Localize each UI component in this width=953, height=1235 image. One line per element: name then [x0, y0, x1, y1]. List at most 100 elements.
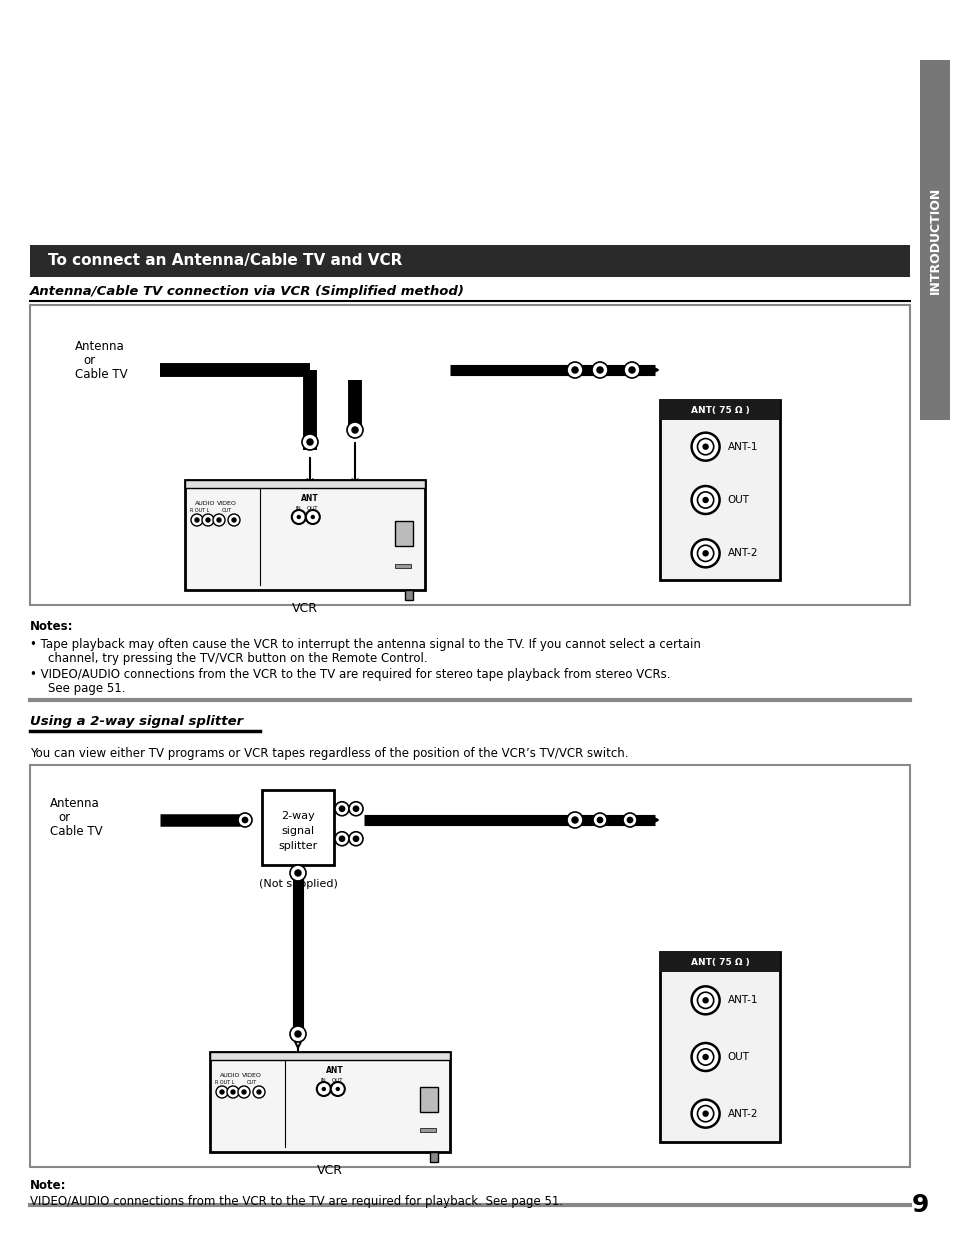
Bar	[395, 521, 413, 546]
Circle shape	[702, 498, 707, 503]
Text: VIDEO: VIDEO	[217, 501, 236, 506]
Text: R OUT L: R OUT L	[190, 508, 210, 513]
Circle shape	[335, 831, 349, 846]
Bar	[210, 1052, 450, 1152]
Text: Cable TV: Cable TV	[75, 368, 128, 382]
Circle shape	[331, 1082, 344, 1095]
Text: ANT: ANT	[300, 494, 318, 503]
Bar	[419, 1087, 437, 1112]
Text: AUDIO: AUDIO	[219, 1073, 240, 1078]
Circle shape	[349, 831, 363, 846]
Circle shape	[349, 802, 363, 816]
Text: Notes:: Notes:	[30, 620, 73, 634]
Circle shape	[352, 427, 357, 433]
Text: signal: signal	[281, 826, 314, 836]
Bar	[659, 952, 780, 972]
Text: Cable TV: Cable TV	[50, 825, 103, 839]
Circle shape	[691, 987, 719, 1014]
Circle shape	[220, 1091, 224, 1094]
Text: INTRODUCTION: INTRODUCTION	[927, 186, 941, 294]
Bar	[395, 564, 411, 568]
Circle shape	[597, 818, 602, 823]
Bar	[210, 1052, 450, 1060]
Bar	[185, 480, 424, 590]
Circle shape	[194, 517, 199, 522]
Circle shape	[593, 813, 606, 827]
Circle shape	[306, 510, 319, 524]
Text: 9: 9	[910, 1193, 927, 1216]
Bar	[919, 61, 949, 420]
Circle shape	[296, 515, 301, 519]
Text: ANT-1: ANT-1	[727, 442, 758, 452]
Text: VCR: VCR	[316, 1165, 343, 1177]
Circle shape	[597, 367, 602, 373]
Circle shape	[307, 438, 313, 445]
Circle shape	[215, 1086, 228, 1098]
Circle shape	[294, 1031, 301, 1037]
Circle shape	[321, 1087, 326, 1092]
Text: or: or	[58, 811, 71, 824]
Bar	[30, 764, 909, 1167]
Circle shape	[253, 1086, 265, 1098]
Circle shape	[592, 362, 607, 378]
Text: Using a 2-way signal splitter: Using a 2-way signal splitter	[30, 715, 243, 727]
Text: ANT-1: ANT-1	[727, 995, 758, 1005]
Text: channel, try pressing the TV/VCR button on the Remote Control.: channel, try pressing the TV/VCR button …	[48, 652, 427, 664]
Circle shape	[572, 818, 578, 823]
Circle shape	[566, 362, 582, 378]
Circle shape	[339, 836, 344, 841]
Circle shape	[202, 514, 213, 526]
Circle shape	[242, 1091, 246, 1094]
Bar	[185, 480, 424, 488]
Text: OUT: OUT	[332, 1078, 343, 1083]
Circle shape	[335, 802, 349, 816]
Circle shape	[339, 806, 344, 811]
Text: Antenna: Antenna	[50, 797, 100, 810]
Text: OUT: OUT	[727, 495, 749, 505]
Text: Note:: Note:	[30, 1179, 67, 1192]
Circle shape	[691, 540, 719, 567]
Circle shape	[353, 806, 358, 811]
Circle shape	[702, 551, 707, 556]
Circle shape	[290, 1026, 306, 1042]
Bar	[659, 952, 780, 1142]
Circle shape	[622, 813, 637, 827]
Text: VIDEO: VIDEO	[242, 1073, 262, 1078]
Circle shape	[232, 517, 235, 522]
Circle shape	[347, 422, 363, 438]
Bar	[30, 305, 909, 605]
Text: ANT-2: ANT-2	[727, 548, 758, 558]
Circle shape	[242, 818, 248, 823]
Text: See page 51.: See page 51.	[48, 682, 126, 695]
Text: • VIDEO/AUDIO connections from the VCR to the TV are required for stereo tape pl: • VIDEO/AUDIO connections from the VCR t…	[30, 668, 670, 680]
Circle shape	[353, 836, 358, 841]
Text: Antenna: Antenna	[75, 340, 125, 353]
Circle shape	[702, 1112, 707, 1116]
Circle shape	[191, 514, 203, 526]
Text: 2-way: 2-way	[281, 811, 314, 821]
Circle shape	[627, 818, 632, 823]
Text: ANT( 75 Ω ): ANT( 75 Ω )	[690, 405, 749, 415]
Circle shape	[237, 1086, 250, 1098]
Circle shape	[231, 1091, 234, 1094]
Bar	[262, 790, 334, 864]
Circle shape	[206, 517, 210, 522]
Circle shape	[691, 487, 719, 514]
Circle shape	[227, 1086, 239, 1098]
Circle shape	[691, 432, 719, 461]
Circle shape	[213, 514, 225, 526]
Text: VIDEO/AUDIO connections from the VCR to the TV are required for playback. See pa: VIDEO/AUDIO connections from the VCR to …	[30, 1195, 562, 1208]
Bar	[405, 590, 413, 600]
Circle shape	[702, 998, 707, 1003]
Bar	[659, 400, 780, 420]
Circle shape	[292, 510, 306, 524]
Circle shape	[702, 1055, 707, 1060]
Circle shape	[294, 869, 301, 876]
Circle shape	[566, 811, 582, 827]
Text: OUT: OUT	[247, 1079, 257, 1086]
Circle shape	[228, 514, 240, 526]
Circle shape	[702, 445, 707, 450]
Circle shape	[256, 1091, 261, 1094]
Text: splitter: splitter	[278, 841, 317, 851]
Text: OUT: OUT	[222, 508, 232, 513]
